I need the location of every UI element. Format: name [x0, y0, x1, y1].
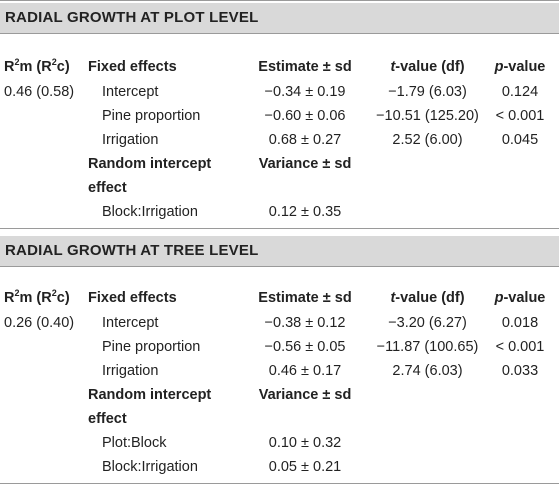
- row-p-value: 0.045: [501, 132, 539, 148]
- section-title-plot: RADIAL GROWTH AT PLOT LEVEL: [0, 3, 559, 33]
- fixed-effects-header: Fixed effects: [88, 59, 177, 75]
- row-label: Intercept: [102, 84, 159, 100]
- p-value-header: p-value: [494, 290, 546, 306]
- row-label: Pine proportion: [102, 108, 201, 124]
- t-value-header: t-value (df): [390, 290, 465, 306]
- random-label: Plot:Block: [102, 435, 167, 451]
- top-rule: [0, 0, 559, 1]
- random-intercept-header: Random intercept effect: [88, 387, 212, 427]
- row-estimate: −0.60 ± 0.06: [264, 108, 346, 124]
- random-label: Block:Irrigation: [102, 204, 198, 220]
- random-label: Block:Irrigation: [102, 459, 198, 475]
- row-t-value: −3.20 (6.27): [388, 315, 467, 331]
- row-t-value: 2.74 (6.03): [392, 363, 463, 379]
- section-rule: [0, 33, 559, 34]
- section-rule: [0, 266, 559, 267]
- random-variance: 0.12 ± 0.35: [268, 204, 342, 220]
- fixed-effects-header: Fixed effects: [88, 290, 177, 306]
- row-p-value: 0.124: [501, 84, 539, 100]
- estimate-header: Estimate ± sd: [258, 59, 352, 75]
- random-intercept-header: Random intercept effect: [88, 156, 212, 196]
- estimate-header: Estimate ± sd: [258, 290, 352, 306]
- variance-header: Variance ± sd: [258, 387, 352, 403]
- r2-value: 0.46 (0.58): [4, 84, 75, 100]
- variance-header: Variance ± sd: [258, 156, 352, 172]
- row-t-value: −10.51 (125.20): [376, 108, 479, 124]
- row-label: Intercept: [102, 315, 159, 331]
- section-title-tree: RADIAL GROWTH AT TREE LEVEL: [0, 236, 559, 266]
- row-p-value: < 0.001: [495, 108, 545, 124]
- t-value-header: t-value (df): [390, 59, 465, 75]
- random-variance: 0.05 ± 0.21: [268, 459, 342, 475]
- row-p-value: 0.018: [501, 315, 539, 331]
- r2-header: R2m (R2c): [4, 288, 70, 307]
- row-label: Irrigation: [102, 132, 159, 148]
- row-t-value: 2.52 (6.00): [392, 132, 463, 148]
- random-variance: 0.10 ± 0.32: [268, 435, 342, 451]
- row-estimate: 0.46 ± 0.17: [268, 363, 342, 379]
- row-p-value: < 0.001: [495, 339, 545, 355]
- row-p-value: 0.033: [501, 363, 539, 379]
- bottom-rule: [0, 483, 559, 484]
- r2-value: 0.26 (0.40): [4, 315, 75, 331]
- p-value-header: p-value: [494, 59, 546, 75]
- row-estimate: 0.68 ± 0.27: [268, 132, 342, 148]
- row-label: Irrigation: [102, 363, 159, 379]
- r2-header: R2m (R2c): [4, 57, 70, 76]
- row-estimate: −0.56 ± 0.05: [264, 339, 346, 355]
- row-label: Pine proportion: [102, 339, 201, 355]
- row-t-value: −1.79 (6.03): [388, 84, 467, 100]
- row-t-value: −11.87 (100.65): [376, 339, 479, 355]
- row-estimate: −0.38 ± 0.12: [264, 315, 346, 331]
- section-end-rule: [0, 228, 559, 229]
- row-estimate: −0.34 ± 0.19: [264, 84, 346, 100]
